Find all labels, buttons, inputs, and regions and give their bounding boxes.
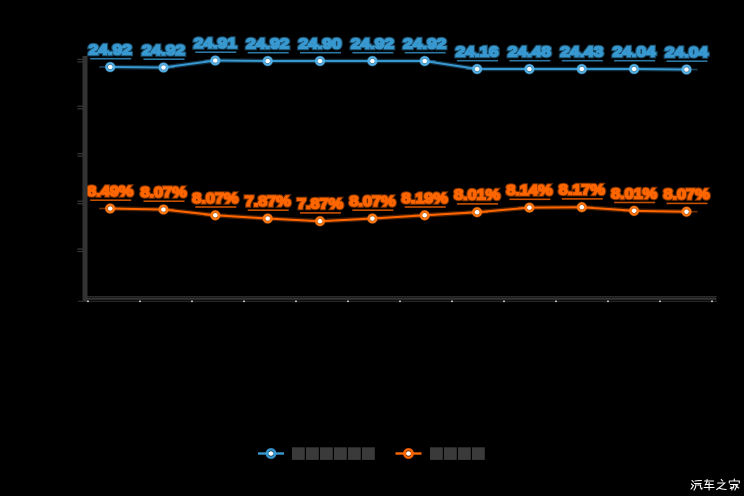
svg-text:24.92: 24.92	[351, 36, 394, 53]
svg-text:24.90: 24.90	[299, 36, 342, 53]
svg-text:8.17%: 8.17%	[559, 182, 605, 199]
svg-text:24.92: 24.92	[246, 36, 289, 53]
svg-text:24.48: 24.48	[508, 44, 551, 61]
svg-text:8.07%: 8.07%	[349, 193, 395, 210]
svg-text:8.01%: 8.01%	[454, 187, 500, 204]
svg-text:8.07%: 8.07%	[192, 190, 238, 207]
svg-text:8.49%: 8.49%	[87, 183, 133, 200]
svg-text:24.92: 24.92	[142, 42, 185, 59]
svg-text:8.07%: 8.07%	[141, 184, 187, 201]
svg-text:24.16: 24.16	[456, 44, 499, 61]
svg-text:24.92: 24.92	[403, 36, 446, 53]
svg-text:24.92: 24.92	[89, 42, 132, 59]
svg-text:8.14%: 8.14%	[506, 182, 552, 199]
svg-text:8.07%: 8.07%	[141, 184, 187, 201]
svg-text:24.04: 24.04	[665, 44, 709, 61]
svg-text:8.49%: 8.49%	[87, 183, 133, 200]
svg-text:24.43: 24.43	[560, 44, 603, 61]
svg-text:8.07%: 8.07%	[349, 193, 395, 210]
svg-text:24.04: 24.04	[665, 44, 709, 61]
svg-text:8.01%: 8.01%	[611, 185, 657, 202]
svg-text:24.92: 24.92	[351, 36, 394, 53]
svg-text:24.48: 24.48	[508, 44, 551, 61]
svg-text:24.04: 24.04	[613, 44, 657, 61]
svg-text:24.43: 24.43	[560, 44, 603, 61]
svg-text:8.14%: 8.14%	[506, 182, 552, 199]
svg-text:8.01%: 8.01%	[611, 185, 657, 202]
svg-text:24.92: 24.92	[403, 36, 446, 53]
svg-text:24.16: 24.16	[456, 44, 499, 61]
svg-text:24.90: 24.90	[299, 36, 342, 53]
svg-text:24.04: 24.04	[613, 44, 657, 61]
svg-text:8.07%: 8.07%	[664, 186, 710, 203]
svg-text:8.07%: 8.07%	[664, 186, 710, 203]
svg-text:8.19%: 8.19%	[402, 190, 448, 207]
svg-text:7.87%: 7.87%	[297, 196, 343, 213]
svg-text:8.01%: 8.01%	[454, 187, 500, 204]
svg-text:24.92: 24.92	[142, 42, 185, 59]
svg-text:24.91: 24.91	[194, 35, 237, 52]
svg-text:24.92: 24.92	[246, 36, 289, 53]
svg-text:8.17%: 8.17%	[559, 182, 605, 199]
svg-text:24.92: 24.92	[89, 42, 132, 59]
svg-text:8.19%: 8.19%	[402, 190, 448, 207]
svg-text:7.87%: 7.87%	[297, 196, 343, 213]
svg-text:24.91: 24.91	[194, 35, 237, 52]
svg-text:8.07%: 8.07%	[192, 190, 238, 207]
svg-text:7.87%: 7.87%	[245, 193, 291, 210]
svg-text:7.87%: 7.87%	[245, 193, 291, 210]
